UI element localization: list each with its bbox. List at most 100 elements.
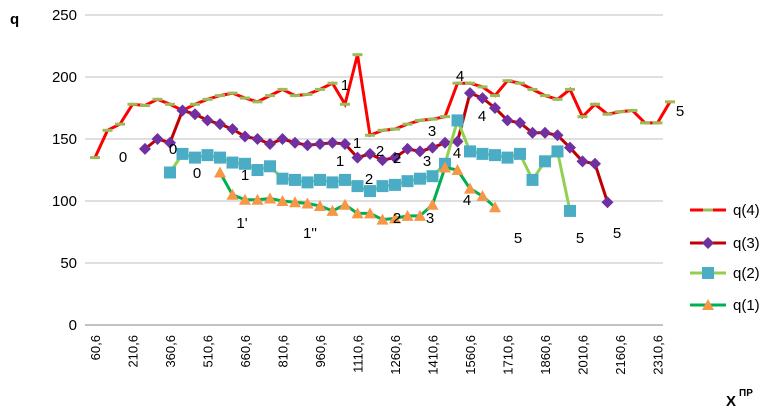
marker [214, 166, 226, 178]
marker [352, 53, 363, 57]
marker [526, 126, 539, 139]
marker [326, 136, 339, 149]
x-tick-label: 660,6 [238, 335, 253, 368]
x-tick-label: 2310,6 [651, 335, 666, 375]
marker [351, 207, 364, 219]
marker [389, 212, 401, 224]
marker [589, 157, 601, 170]
marker [239, 157, 251, 170]
marker [527, 87, 538, 91]
y-tick-label: 0 [69, 317, 77, 334]
marker [415, 118, 425, 122]
marker [526, 173, 539, 186]
marker [414, 172, 426, 185]
marker [339, 137, 351, 150]
y-tick-label: 50 [60, 255, 77, 272]
marker [326, 176, 339, 189]
marker [289, 196, 301, 208]
marker [264, 192, 276, 204]
marker [540, 94, 550, 98]
marker [140, 104, 150, 108]
marker [265, 94, 275, 98]
marker [452, 81, 463, 85]
annotation: 5 [514, 230, 522, 247]
marker [652, 121, 663, 125]
x-tick-label: 210,6 [126, 335, 141, 368]
marker [439, 161, 451, 173]
marker [501, 151, 514, 164]
x-tick-label: 1560,6 [463, 335, 478, 375]
marker [314, 173, 326, 186]
marker [90, 156, 100, 160]
marker [252, 100, 263, 104]
marker [289, 136, 301, 149]
marker [102, 128, 113, 132]
x-axis-label: X [726, 393, 736, 410]
marker [539, 155, 551, 168]
marker [640, 121, 650, 125]
marker [290, 94, 300, 98]
marker [564, 141, 576, 154]
marker [402, 122, 413, 126]
x-tick-label: 60,6 [88, 335, 103, 360]
annotation: 2 [393, 210, 401, 227]
marker [164, 136, 176, 149]
marker [176, 147, 189, 160]
marker [115, 122, 125, 126]
marker [426, 198, 439, 210]
marker [502, 79, 513, 83]
marker [226, 188, 239, 200]
annotation: 2 [393, 150, 401, 167]
marker [489, 149, 501, 162]
marker [152, 97, 163, 101]
marker [365, 133, 375, 137]
annotation: 1 [336, 153, 344, 170]
y-axis-label: q [10, 11, 19, 28]
marker [376, 180, 389, 193]
marker [189, 151, 201, 164]
marker [240, 96, 250, 100]
marker [364, 147, 376, 160]
marker [351, 151, 364, 164]
marker [390, 127, 400, 131]
marker [490, 94, 500, 98]
marker [376, 213, 389, 225]
marker [151, 133, 164, 145]
marker [239, 193, 251, 205]
marker [464, 182, 476, 194]
marker [376, 154, 389, 167]
marker [277, 87, 288, 91]
marker [464, 87, 476, 100]
marker [340, 102, 350, 106]
marker [215, 94, 225, 98]
marker [501, 114, 514, 127]
marker [251, 133, 264, 145]
annotation: 4 [463, 192, 471, 209]
marker [276, 133, 289, 145]
marker [702, 237, 714, 249]
marker [515, 81, 525, 85]
marker [239, 130, 251, 143]
marker [401, 209, 414, 221]
annotation: 5 [676, 103, 684, 120]
marker [214, 151, 226, 164]
annotation: 1 [241, 167, 249, 184]
legend-label: q(3) [733, 235, 760, 252]
marker [189, 108, 201, 121]
marker [401, 142, 414, 155]
marker [426, 141, 439, 154]
marker [226, 156, 239, 169]
marker [301, 197, 314, 209]
y-tick-label: 200 [52, 69, 77, 86]
marker [276, 195, 289, 206]
marker [314, 137, 326, 150]
marker [427, 117, 438, 121]
marker [439, 136, 451, 149]
marker [264, 160, 276, 173]
marker [451, 114, 464, 127]
marker [564, 204, 576, 217]
marker [477, 85, 488, 89]
marker [201, 114, 214, 127]
marker [364, 207, 376, 219]
